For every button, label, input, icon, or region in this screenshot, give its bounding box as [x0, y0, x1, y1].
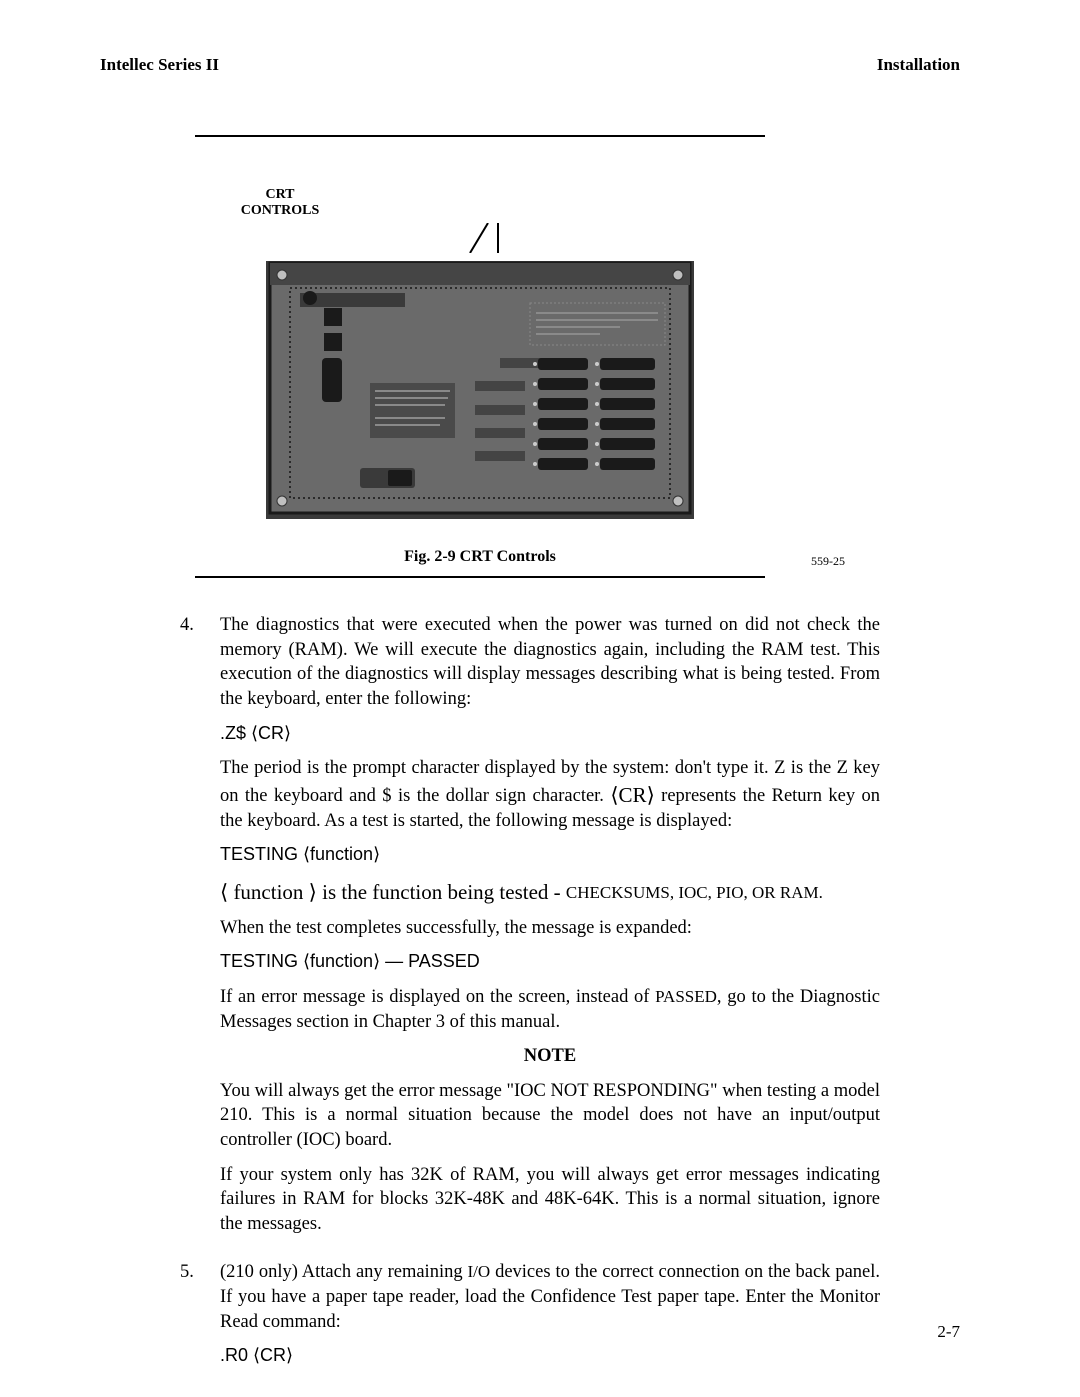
pointer-lines-icon	[440, 223, 550, 253]
step-4-p4: When the test completes successfully, th…	[220, 916, 880, 941]
figure-block: CRT CONTROLS	[195, 135, 765, 578]
figure-id: 559-25	[811, 554, 845, 569]
step-4-command: .Z$ ⟨CR⟩	[220, 723, 291, 743]
figure-bottom-rule	[195, 576, 765, 578]
note-heading: NOTE	[220, 1044, 880, 1069]
step-4-number: 4.	[180, 613, 220, 1246]
step-5-command: .R0 ⟨CR⟩	[220, 1345, 293, 1365]
header-left: Intellec Series II	[100, 55, 219, 75]
figure-top-rule	[195, 135, 765, 137]
step-4-p1: The diagnostics that were executed when …	[220, 613, 880, 711]
step-4-testing2: TESTING ⟨function⟩ — PASSED	[220, 951, 480, 971]
device-illustration	[260, 253, 700, 533]
step-4-p5: If an error message is displayed on the …	[220, 985, 880, 1034]
header-right: Installation	[877, 55, 980, 75]
step-5-p1: (210 only) Attach any remaining I/O devi…	[220, 1260, 880, 1334]
figure-caption: Fig. 2-9 CRT Controls	[195, 548, 765, 566]
note-p1: You will always get the error message "I…	[220, 1079, 880, 1153]
step-4-testing1: TESTING ⟨function⟩	[220, 844, 380, 864]
step-4-p2: The period is the prompt character displ…	[220, 756, 880, 833]
page-number: 2-7	[937, 1322, 960, 1342]
note-p2: If your system only has 32K of RAM, you …	[220, 1163, 880, 1237]
step-5-number: 5.	[180, 1260, 220, 1378]
step-4-p3: ⟨ function ⟩ is the function being teste…	[220, 878, 880, 906]
crt-label-2: CONTROLS	[241, 203, 320, 218]
crt-label-1: CRT	[265, 187, 294, 202]
